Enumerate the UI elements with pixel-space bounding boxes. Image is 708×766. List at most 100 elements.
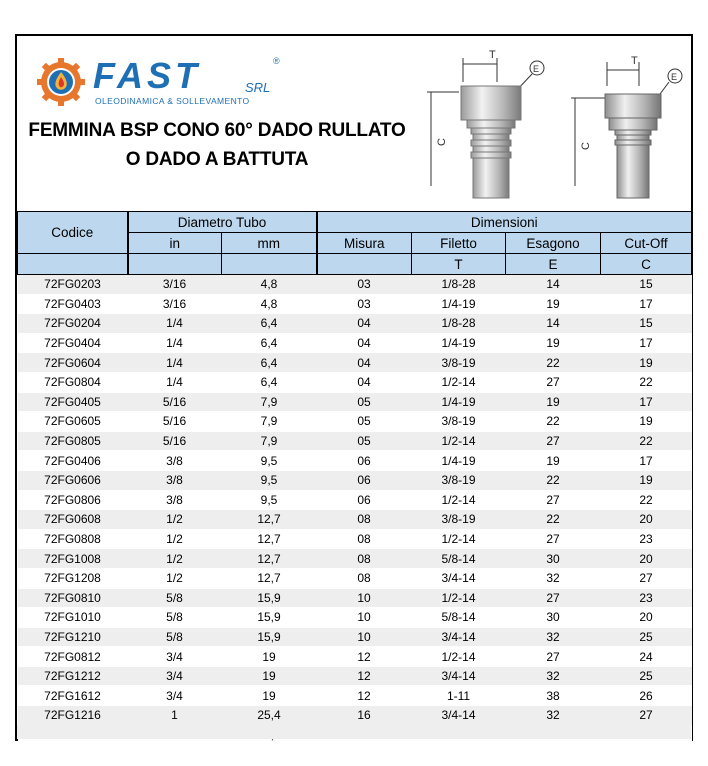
cell-misura: 08 — [316, 568, 412, 589]
cell-misura: 08 — [316, 529, 412, 550]
table-row: 72FG1212 3/4 19 12 3/4-14 32 25 — [17, 666, 692, 687]
cell-mm: 15,9 — [221, 627, 317, 648]
cell-esagono: 27 — [505, 431, 601, 452]
cell-mm: 9,5 — [221, 490, 317, 511]
cell-misura: 04 — [316, 333, 412, 354]
table-row: 72FG0812 3/4 19 12 1/2-14 27 24 — [17, 646, 692, 667]
cell-codice: 72FG0806 — [17, 490, 128, 511]
cell-esagono: 22 — [505, 470, 601, 491]
header-in: in — [127, 232, 222, 254]
cell-mm: 7,9 — [221, 392, 317, 413]
cell-misura: 10 — [316, 627, 412, 648]
cell-in: 5/16 — [127, 411, 222, 432]
cell-esagono: 14 — [505, 313, 601, 334]
cell-misura: 03 — [316, 294, 412, 315]
cell-codice: 72FG0403 — [17, 294, 128, 315]
table-row: 72FG0605 5/16 7,9 05 3/8-19 22 19 — [17, 411, 692, 432]
table-row: 72FG0606 3/8 9,5 06 3/8-19 22 19 — [17, 470, 692, 491]
cell-filetto: 1/2-14 — [411, 431, 506, 452]
registered-mark: ® — [273, 56, 280, 66]
table-row: 72FG1612 3/4 19 12 1-11 38 26 — [17, 685, 692, 707]
cell-mm: 4,8 — [221, 274, 317, 295]
label-t: T — [489, 49, 496, 61]
cell-cutoff: 26 — [600, 685, 692, 707]
cell-filetto: 3/8-19 — [411, 470, 506, 491]
cell-in: 3/4 — [127, 666, 222, 687]
cell-cutoff: 23 — [600, 588, 692, 609]
table-footer-band — [17, 725, 691, 739]
header-diametro-tubo: Diametro Tubo — [126, 211, 318, 233]
cell-esagono: 22 — [505, 352, 601, 373]
table-row: 72FG0403 3/16 4,8 03 1/4-19 19 17 — [17, 294, 692, 315]
logo-tagline: OLEODINAMICA & SOLLEVAMENTO — [95, 96, 250, 106]
cell-misura: 16 — [316, 705, 412, 726]
cell-codice: 72FG0605 — [17, 411, 128, 432]
cell-in: 3/4 — [127, 646, 222, 667]
cell-in: 3/16 — [127, 294, 222, 315]
cell-in: 3/8 — [127, 450, 222, 471]
cell-codice: 72FG0812 — [17, 646, 128, 667]
table-row: 72FG1010 5/8 15,9 10 5/8-14 30 20 — [17, 607, 692, 628]
header-filetto: Filetto — [411, 232, 507, 254]
cell-codice: 72FG0406 — [17, 450, 128, 471]
cell-filetto: 3/8-19 — [411, 509, 506, 530]
cell-in: 1 — [127, 705, 222, 726]
cell-in: 1/2 — [127, 548, 222, 569]
cell-cutoff: 17 — [600, 294, 692, 315]
cell-in: 5/8 — [127, 607, 222, 628]
cell-in: 1/2 — [127, 529, 222, 550]
cell-mm: 12,7 — [221, 548, 317, 569]
cell-filetto: 3/8-19 — [411, 352, 506, 373]
cell-codice: 72FG0405 — [17, 392, 128, 413]
cell-filetto: 1/8-28 — [411, 313, 506, 334]
cell-filetto: 3/8-19 — [411, 411, 506, 432]
header-t: T — [411, 253, 507, 275]
cell-misura: 05 — [316, 431, 412, 452]
cell-codice: 72FG1212 — [17, 666, 128, 687]
cell-mm: 9,5 — [221, 470, 317, 491]
table-row: 72FG0604 1/4 6,4 04 3/8-19 22 19 — [17, 352, 692, 373]
cell-misura: 05 — [316, 411, 412, 432]
cell-codice: 72FG1208 — [17, 568, 128, 589]
cell-codice: 72FG1010 — [17, 607, 128, 628]
table-row: 72FG1008 1/2 12,7 08 5/8-14 30 20 — [17, 548, 692, 569]
table-row: 72FG1216 1 25,4 16 3/4-14 32 27 — [17, 705, 692, 726]
cell-cutoff: 15 — [600, 274, 692, 295]
dimension-c-marker-2: C — [571, 97, 605, 186]
cell-misura: 10 — [316, 588, 412, 609]
cell-in: 3/16 — [127, 274, 222, 295]
cell-esagono: 32 — [505, 627, 601, 648]
cell-esagono: 32 — [505, 705, 601, 726]
cell-cutoff: 17 — [600, 392, 692, 413]
fast-logo: FAST SRL ® OLEODINAMICA & SOLLEVAMENTO — [37, 55, 280, 106]
dimension-c-marker: C — [427, 91, 459, 186]
cell-misura: 12 — [316, 646, 412, 667]
logo-suffix: SRL — [245, 80, 270, 95]
label-c: C — [436, 138, 448, 146]
cell-misura: 03 — [316, 274, 412, 295]
cell-filetto: 1/8-28 — [411, 274, 506, 295]
dimension-e-marker-2: E — [656, 68, 683, 99]
dimension-t-marker-2: T — [606, 55, 640, 86]
cell-cutoff: 24 — [600, 646, 692, 667]
sheet-header: FAST SRL ® OLEODINAMICA & SOLLEVAMENTO F… — [17, 36, 691, 211]
cell-codice: 72FG0808 — [17, 529, 128, 550]
cell-filetto: 3/4-14 — [411, 666, 506, 687]
cell-esagono: 32 — [505, 568, 601, 589]
cell-esagono: 22 — [505, 509, 601, 530]
table-row: 72FG0804 1/4 6,4 04 1/2-14 27 22 — [17, 372, 692, 393]
cell-filetto: 3/4-14 — [411, 568, 506, 589]
cell-in: 5/16 — [127, 431, 222, 452]
cell-cutoff: 22 — [600, 431, 692, 452]
page-title-line1: FEMMINA BSP CONO 60° DADO RULLATO — [28, 120, 406, 141]
cell-filetto: 3/4-14 — [411, 627, 506, 648]
cell-misura: 12 — [316, 666, 412, 687]
header-mm: mm — [220, 232, 318, 254]
cell-esagono: 27 — [505, 490, 601, 511]
cell-in: 1/4 — [127, 313, 222, 334]
cell-mm: 7,9 — [221, 431, 317, 452]
cell-cutoff: 22 — [600, 490, 692, 511]
table-row: 72FG0405 5/16 7,9 05 1/4-19 19 17 — [17, 392, 692, 413]
cell-mm: 6,4 — [221, 333, 317, 354]
header-esagono: Esagono — [505, 232, 602, 254]
